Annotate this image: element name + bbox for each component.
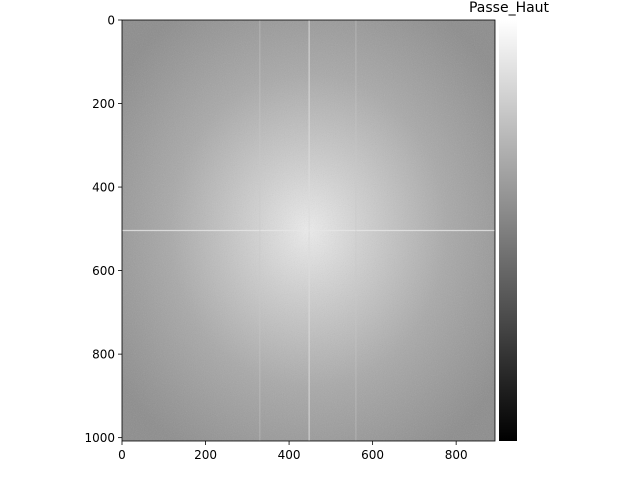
y-axis: 0 200 400 600 800 1000 [84, 14, 122, 445]
x-tick-label: 200 [194, 448, 217, 462]
y-tick-label: 200 [92, 97, 115, 111]
image-frame [121, 19, 496, 442]
x-tick-label: 400 [278, 448, 301, 462]
colorbar-title: Passe_Haut [469, 0, 550, 16]
y-tick-label: 400 [92, 181, 115, 195]
x-tick-label: 0 [118, 448, 126, 462]
y-tick-label: 1000 [84, 431, 115, 445]
y-tick-label: 0 [107, 14, 115, 28]
x-tick-label: 800 [445, 448, 468, 462]
colorbar [499, 20, 517, 441]
spectrum-image [122, 20, 495, 441]
x-tick-label: 600 [361, 448, 384, 462]
y-tick-label: 800 [92, 348, 115, 362]
x-axis: 0 200 400 600 800 [118, 441, 468, 462]
y-tick-label: 600 [92, 264, 115, 278]
